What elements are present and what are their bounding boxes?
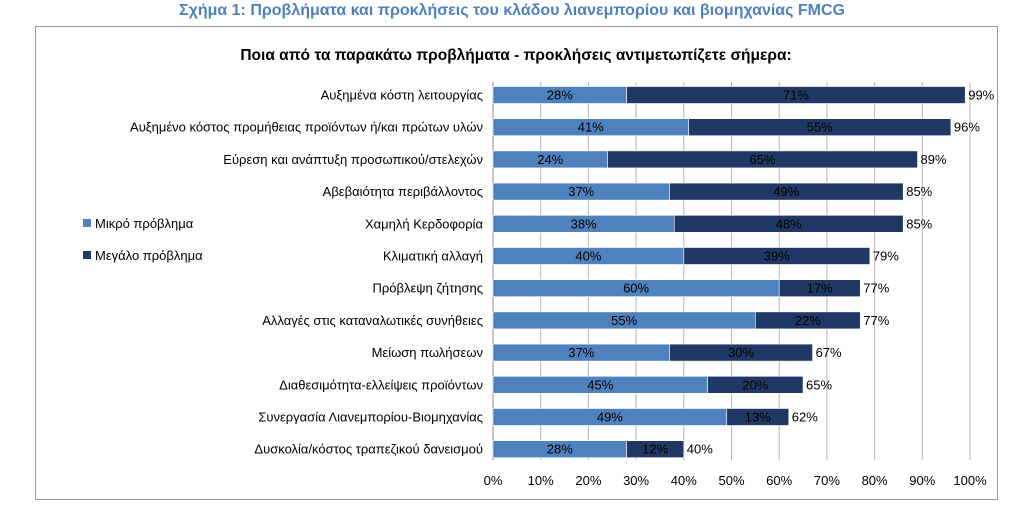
legend: Μικρό πρόβλημα Μεγάλο πρόβλημα	[83, 216, 203, 263]
bar-segment-big-problem	[683, 247, 871, 265]
chart-title: Ποια από τα παρακάτω προβλήματα - προκλή…	[240, 47, 791, 64]
bar-total-label: 85%	[906, 184, 932, 199]
bar-total-label: 79%	[873, 249, 899, 264]
bar-value-label: 48%	[776, 216, 802, 231]
bar-total-label: 89%	[921, 152, 947, 167]
bars	[492, 86, 966, 459]
legend-swatch	[83, 219, 91, 227]
legend-label: Μεγάλο πρόβλημα	[95, 248, 203, 263]
bar-value-label: 49%	[597, 410, 623, 425]
category-label: Διαθεσιμότητα-ελλείψεις προϊόντων	[279, 377, 483, 392]
category-label: Αβεβαιότητα περιβάλλοντος	[323, 184, 483, 199]
x-tick-label: 30%	[623, 473, 649, 488]
bar-segment-big-problem	[669, 182, 904, 201]
bar-total-label: 96%	[954, 120, 980, 135]
category-label: Κλιματική αλλαγή	[383, 249, 483, 264]
category-label: Αυξημένο κόστος προμήθειας προϊόντων ή/κ…	[130, 120, 483, 135]
bar-value-label: 39%	[764, 249, 790, 264]
legend-label: Μικρό πρόβλημα	[95, 216, 194, 231]
bar-segment-big-problem	[778, 279, 861, 298]
bar-total-label: 65%	[806, 377, 832, 392]
bar-value-label: 20%	[742, 377, 768, 392]
category-label: Εύρεση και ανάπτυξη προσωπικού/στελεχών	[223, 152, 483, 167]
category-label: Χαμηλή Κερδοφορία	[365, 216, 484, 231]
x-tick-label: 60%	[766, 473, 792, 488]
bar-segment-big-problem	[673, 215, 904, 233]
x-tick-label: 40%	[671, 473, 697, 488]
bar-total-label: 99%	[968, 88, 994, 103]
bar-value-label: 49%	[773, 184, 799, 199]
bar-value-label: 71%	[783, 88, 809, 103]
bar-value-label: 45%	[587, 377, 613, 392]
x-tick-label: 90%	[909, 473, 935, 488]
bar-value-label: 12%	[642, 442, 668, 457]
labels: 0% 10% 20% 30% 40% 50% 60% 70% 80% 90% 100% Αυξημέν…	[130, 88, 995, 489]
bar-total-label: 77%	[863, 281, 889, 296]
bar-total-label: 85%	[906, 216, 932, 231]
category-label: Συνεργασία Λιανεμπορίου-Βιομηχανίας	[258, 410, 483, 425]
x-tick-label: 100%	[953, 473, 987, 488]
figure-caption: Σχήμα 1: Προβλήματα και προκλήσεις του κ…	[179, 2, 845, 19]
bar-segment-big-problem	[626, 440, 685, 459]
bar-value-label: 30%	[728, 345, 754, 360]
bar-value-label: 28%	[547, 88, 573, 103]
x-tick-label: 80%	[862, 473, 888, 488]
x-tick-label: 50%	[718, 473, 744, 488]
category-label: Πρόβλεψη ζήτησης	[372, 281, 483, 296]
bar-value-label: 37%	[568, 345, 594, 360]
bar-value-label: 60%	[623, 281, 649, 296]
bar-segment-big-problem	[669, 343, 813, 362]
bar-value-label: 28%	[547, 442, 573, 457]
x-tick-label: 0%	[484, 473, 503, 488]
bar-value-label: 24%	[537, 152, 563, 167]
bar-segment-big-problem	[688, 118, 952, 136]
bar-value-label: 41%	[578, 120, 604, 135]
bar-segment-big-problem	[607, 150, 918, 169]
bar-total-label: 40%	[687, 442, 713, 457]
bar-segment-big-problem	[626, 86, 966, 104]
bar-value-label: 13%	[745, 410, 771, 425]
bar-value-label: 55%	[807, 120, 833, 135]
bar-total-label: 77%	[863, 313, 889, 328]
gridlines	[492, 82, 971, 460]
bar-value-label: 65%	[749, 152, 775, 167]
bar-segment-big-problem	[707, 375, 804, 394]
category-label: Μείωση πωλήσεων	[372, 345, 483, 360]
bar-total-label: 67%	[816, 345, 842, 360]
bar-segment-big-problem	[726, 408, 790, 426]
x-tick-label: 70%	[814, 473, 840, 488]
bar-value-label: 38%	[571, 216, 597, 231]
bar-value-label: 17%	[807, 281, 833, 296]
bar-value-label: 22%	[795, 313, 821, 328]
bar-total-label: 62%	[792, 410, 818, 425]
x-tick-label: 20%	[575, 473, 601, 488]
bar-segment-big-problem	[755, 311, 861, 330]
bar-value-label: 55%	[611, 313, 637, 328]
legend-swatch	[83, 251, 91, 259]
category-label: Αυξημένα κόστη λειτουργίας	[321, 88, 483, 103]
category-label: Δυσκολία/κόστος τραπεζικού δανεισμού	[254, 442, 483, 457]
category-label: Αλλαγές στις καταναλωτικές συνήθειες	[262, 313, 483, 328]
bar-value-label: 40%	[575, 249, 601, 264]
x-tick-label: 10%	[528, 473, 554, 488]
bar-value-label: 37%	[568, 184, 594, 199]
